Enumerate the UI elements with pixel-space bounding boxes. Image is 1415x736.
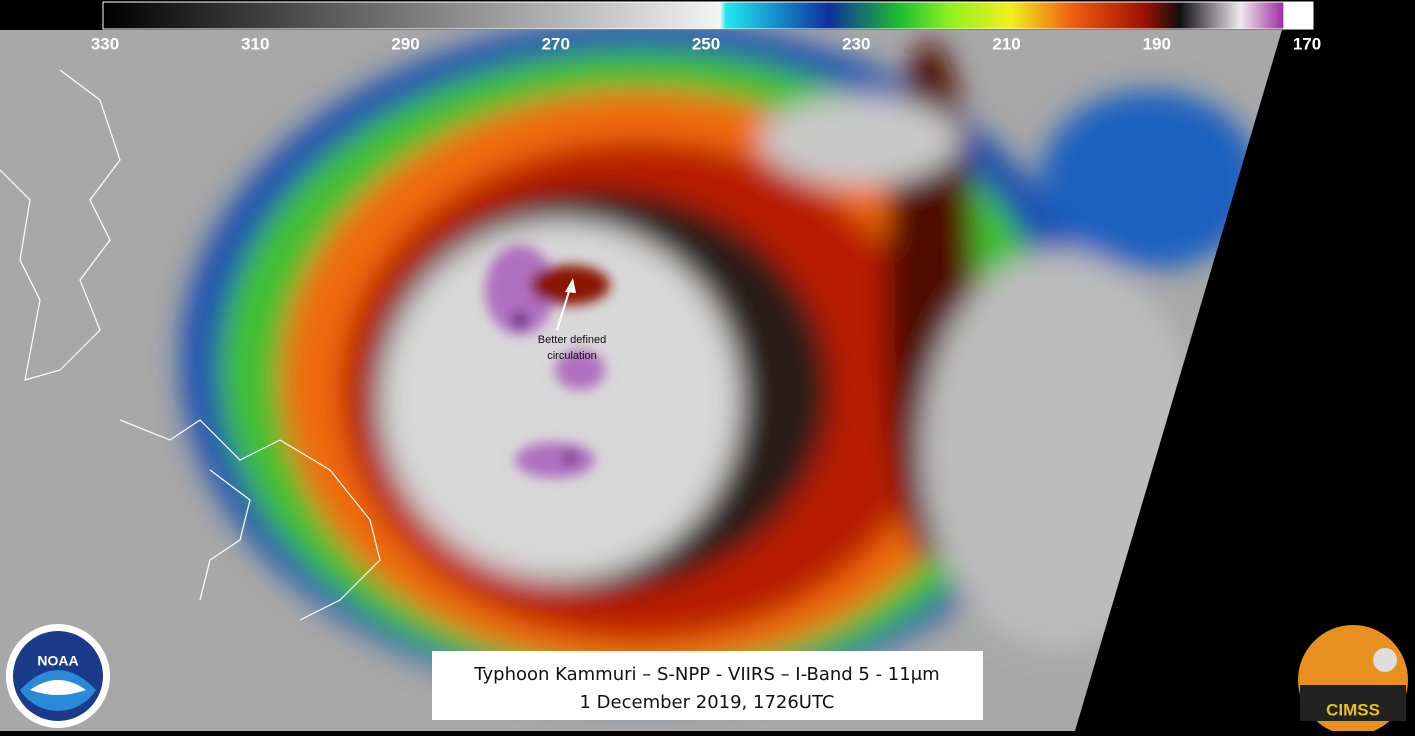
caption-title: Typhoon Kammuri – S-NPP - VIIRS – I-Band… [473, 664, 939, 685]
noaa-text: NOAA [37, 653, 78, 669]
colorbar-tick-label: 250 [692, 34, 720, 53]
colorbar-tick-label: 170 [1293, 34, 1321, 53]
caption-date: 1 December 2019, 1726UTC [580, 692, 835, 713]
caption: Typhoon Kammuri – S-NPP - VIIRS – I-Band… [432, 651, 983, 720]
colorbar-tick-label: 210 [992, 34, 1020, 53]
colorbar-tick-label: 310 [241, 34, 269, 53]
colorbar-tick-label: 230 [842, 34, 870, 53]
annotation-text: circulation [547, 350, 597, 362]
colorbar-tick-label: 330 [91, 34, 119, 53]
noaa-logo: NOAA [6, 624, 110, 728]
colorbar: 330 310 290 270 250 230 210 190 170 [0, 0, 1415, 53]
annotation-text: Better defined [538, 334, 607, 346]
cimss-logo: CIMSS [1298, 625, 1408, 735]
imagery [0, 20, 1415, 731]
colorbar-tick-label: 290 [391, 34, 419, 53]
colorbar-tick-label: 270 [542, 34, 570, 53]
colorbar-tick-label: 190 [1143, 34, 1171, 53]
cimss-text: CIMSS [1326, 700, 1380, 719]
annotation: Better defined circulation [538, 278, 607, 362]
